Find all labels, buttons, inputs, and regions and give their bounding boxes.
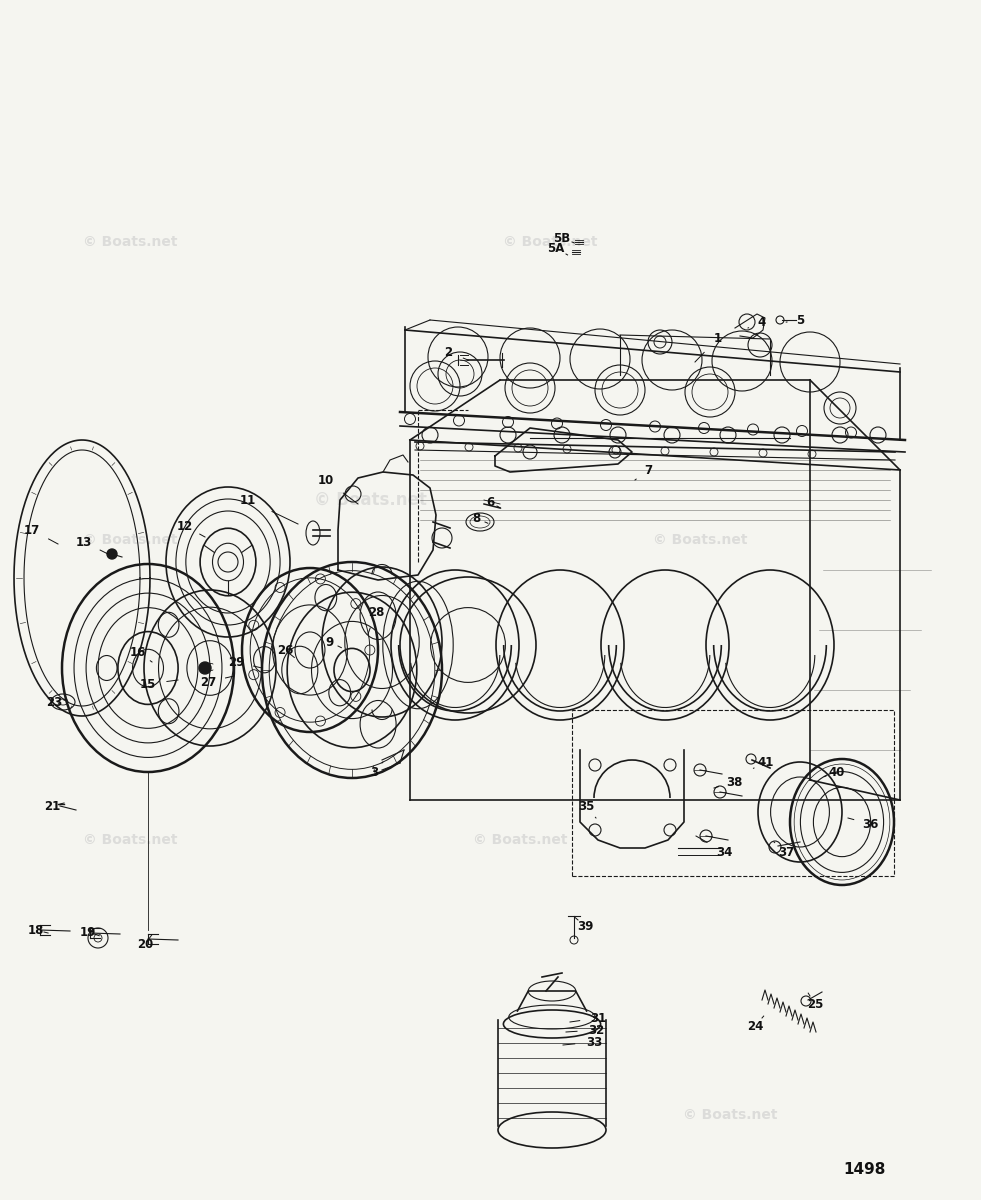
Bar bbox=[572, 710, 894, 876]
Text: 38: 38 bbox=[726, 775, 743, 788]
Text: 25: 25 bbox=[806, 997, 823, 1010]
Text: 6: 6 bbox=[486, 496, 494, 509]
Text: 20: 20 bbox=[137, 937, 153, 950]
Text: 3: 3 bbox=[370, 766, 378, 779]
Text: 41: 41 bbox=[757, 756, 774, 768]
Text: 35: 35 bbox=[578, 799, 594, 812]
Text: 5: 5 bbox=[796, 313, 804, 326]
Text: 12: 12 bbox=[177, 520, 193, 533]
Text: 39: 39 bbox=[577, 919, 594, 932]
Text: © Boats.net: © Boats.net bbox=[502, 235, 597, 248]
Text: 1: 1 bbox=[714, 331, 722, 344]
Text: 10: 10 bbox=[318, 474, 335, 486]
Circle shape bbox=[107, 550, 117, 559]
Text: 34: 34 bbox=[716, 846, 732, 858]
Text: © Boats.net: © Boats.net bbox=[82, 533, 178, 547]
Text: 5B: 5B bbox=[553, 232, 571, 245]
Text: 2: 2 bbox=[444, 346, 452, 359]
Text: © Boats.net: © Boats.net bbox=[473, 833, 567, 847]
Text: 23: 23 bbox=[46, 696, 62, 708]
Text: 21: 21 bbox=[44, 799, 60, 812]
Text: 16: 16 bbox=[129, 646, 146, 659]
Text: 28: 28 bbox=[368, 606, 385, 618]
Text: 31: 31 bbox=[590, 1012, 606, 1025]
Circle shape bbox=[199, 662, 211, 674]
Text: 32: 32 bbox=[588, 1024, 604, 1037]
Text: 7: 7 bbox=[644, 463, 652, 476]
Text: 8: 8 bbox=[472, 511, 480, 524]
Text: 40: 40 bbox=[829, 766, 846, 779]
Text: 13: 13 bbox=[76, 535, 92, 548]
Text: 17: 17 bbox=[24, 523, 40, 536]
Text: 4: 4 bbox=[758, 316, 766, 329]
Text: 19: 19 bbox=[79, 925, 96, 938]
Text: 27: 27 bbox=[200, 676, 216, 689]
Text: 5A: 5A bbox=[547, 241, 565, 254]
Text: © Boats.net: © Boats.net bbox=[82, 235, 178, 248]
Text: C: C bbox=[207, 662, 214, 673]
Text: 1498: 1498 bbox=[844, 1163, 886, 1177]
Text: 33: 33 bbox=[586, 1036, 602, 1049]
Text: 11: 11 bbox=[240, 493, 256, 506]
Text: © Boats.net: © Boats.net bbox=[652, 533, 748, 547]
Text: © Boats.net: © Boats.net bbox=[314, 491, 427, 509]
Text: 15: 15 bbox=[140, 678, 156, 690]
Text: 26: 26 bbox=[277, 643, 293, 656]
Text: 18: 18 bbox=[27, 924, 44, 936]
Text: 24: 24 bbox=[747, 1020, 763, 1032]
Text: 37: 37 bbox=[778, 846, 795, 858]
Text: © Boats.net: © Boats.net bbox=[82, 833, 178, 847]
Text: 9: 9 bbox=[326, 636, 335, 648]
Text: 36: 36 bbox=[862, 817, 878, 830]
Text: © Boats.net: © Boats.net bbox=[683, 1108, 777, 1122]
Text: 29: 29 bbox=[228, 655, 244, 668]
